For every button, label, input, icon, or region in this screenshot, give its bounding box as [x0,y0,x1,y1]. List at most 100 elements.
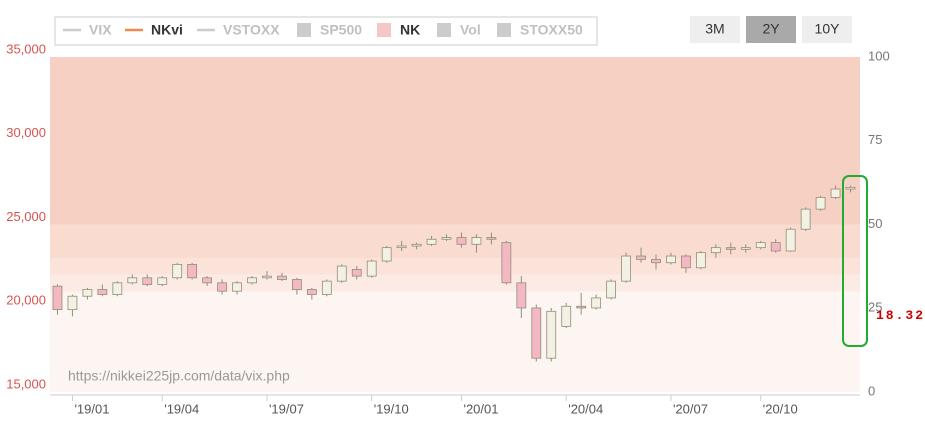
legend-label[interactable]: STOXX50 [520,22,583,38]
legend-marker [437,23,451,37]
candle-body [187,263,198,279]
candle-body [366,260,377,277]
candle-body [202,277,213,284]
x-tick-label: '20/01 [463,401,498,416]
band [50,291,860,392]
candle-body [172,263,183,279]
candle-body [67,295,78,311]
candle-body [561,305,572,327]
y2-tick-label: 100 [868,48,890,63]
bands [50,57,860,392]
candle-body [142,277,153,285]
y-tick-label: 15,000 [6,376,46,391]
x-tick-label: '19/10 [374,401,409,416]
candle-body [232,282,242,292]
candle-body [247,277,257,284]
candle-body [546,310,557,359]
candle-body [396,245,407,249]
y-tick-label: 20,000 [6,293,46,308]
legend-label[interactable]: Vol [460,22,481,38]
candle-body [576,305,587,309]
x-tick-label: '19/04 [164,401,199,416]
candle-body [127,277,138,284]
candle-body [651,258,661,264]
legend-label[interactable]: SP500 [320,22,362,38]
candle-body [696,252,706,269]
candle-body [785,228,796,252]
legend-label[interactable]: NK [400,22,420,38]
candle-body [501,242,512,284]
y2-tick-label: 50 [868,216,882,231]
candle-body [441,237,452,240]
candle-body [740,247,751,250]
candle-body [636,255,646,260]
candle-body [336,265,347,282]
candle-body [710,247,721,254]
range-button[interactable] [802,16,852,43]
candle-body [815,196,826,210]
candle-body [426,238,437,245]
range-button-label[interactable]: 3M [705,21,724,37]
candle-body [351,269,362,277]
y2-tick-label: 25 [868,300,882,315]
legend-marker [297,23,311,37]
candle-body [291,279,302,290]
candle-body [845,186,856,190]
candle-body [321,280,332,295]
candle-body [725,247,736,250]
band [50,57,860,225]
candle-body [381,247,392,262]
candle-body [411,243,422,247]
y2-tick-label: 0 [868,383,875,398]
x-tick-label: '20/07 [673,401,708,416]
candle-body [217,282,227,292]
candle-body [112,282,123,295]
candle-body [306,289,317,295]
x-tick-label: '19/07 [269,401,304,416]
range-button-label[interactable]: 10Y [815,21,841,37]
x-tick-label: '19/01 [74,401,109,416]
candle-body [755,242,766,249]
y2-tick-label: 75 [868,132,882,147]
candle-body [606,280,616,299]
range-button-label[interactable]: 2Y [762,21,780,37]
candle-body [516,282,527,309]
candle-body [52,285,63,311]
legend-marker [377,23,391,37]
band [50,274,860,292]
candle-body [591,297,602,309]
candle-body [486,237,497,240]
candle-body [800,208,811,230]
legend-marker [497,23,511,37]
highlight-box [842,175,868,347]
watermark: https://nikkei225jp.com/data/vix.php [68,368,290,384]
candle-body [262,275,272,279]
candle-body [531,307,542,359]
y-tick-label: 30,000 [6,125,46,140]
band [50,258,860,275]
candle-body [681,255,691,269]
band [50,224,860,258]
x-tick-label: '20/10 [763,401,798,416]
range-button[interactable] [690,16,740,43]
y-tick-label: 25,000 [6,209,46,224]
candle-body [277,275,287,280]
candle-body [770,242,781,252]
candle-body [830,188,841,198]
x-tick-label: '20/04 [568,401,603,416]
legend-label[interactable]: VSTOXX [223,22,280,38]
legend-label[interactable]: VIX [89,22,112,38]
candle-body [97,289,108,295]
candle-body [456,237,467,245]
candle-body [621,255,631,282]
last-value-label: 18.32 [876,308,925,323]
legend-label[interactable]: NKvi [151,22,183,38]
y-tick-label: 35,000 [6,41,46,56]
candle-body [82,289,93,297]
range-button[interactable] [746,16,796,43]
candle-body [666,255,676,264]
candle-body [157,277,168,285]
candle-body [471,237,482,245]
